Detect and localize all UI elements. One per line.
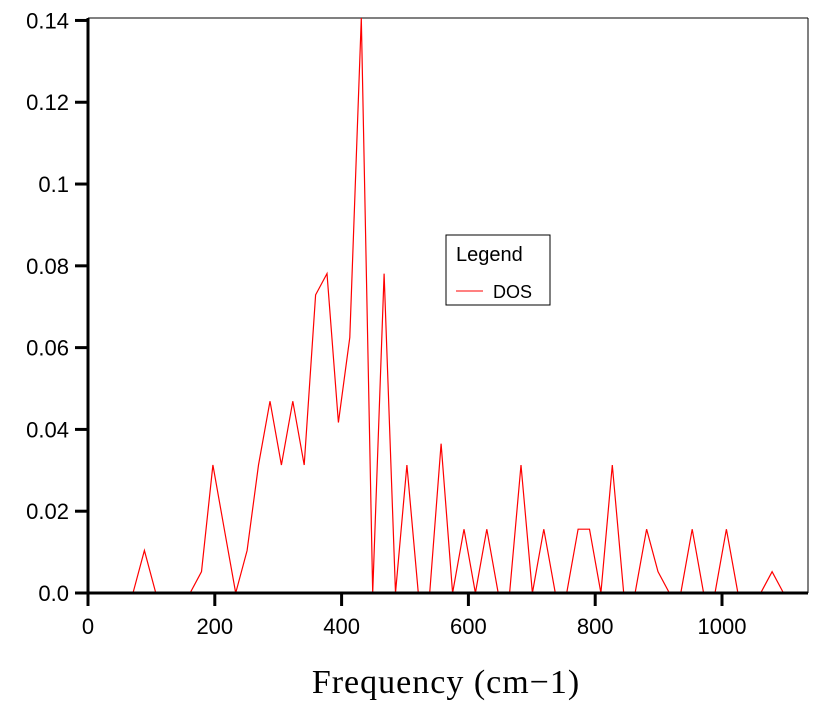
x-tick-label: 200 bbox=[196, 614, 233, 639]
legend: Legend DOS bbox=[445, 234, 551, 306]
y-tick-label: 0.14 bbox=[26, 8, 69, 33]
legend-box bbox=[445, 234, 551, 306]
series-layer bbox=[86, 17, 808, 595]
x-axis-label: Frequency (cm−1) bbox=[312, 664, 580, 701]
y-tick-label: 0.1 bbox=[38, 172, 69, 197]
legend-title: Legend bbox=[456, 244, 523, 266]
y-tick-label: 0.04 bbox=[26, 417, 69, 442]
y-tick-label: 0.12 bbox=[26, 90, 69, 115]
y-tick-label: 0.06 bbox=[26, 336, 69, 361]
x-tick-label: 600 bbox=[450, 614, 487, 639]
legend-label-dos: DOS bbox=[493, 282, 532, 302]
x-tick-label: 1000 bbox=[698, 614, 747, 639]
axes: 0.0 0.02 0.04 0.06 0.08 0.1 0.12 0.14 0 200 400 600… bbox=[26, 8, 809, 639]
x-tick-label: 800 bbox=[577, 614, 614, 639]
y-tick-label: 0.0 bbox=[38, 581, 69, 606]
y-tick-label: 0.08 bbox=[26, 254, 69, 279]
y-tick-label: 0.02 bbox=[26, 499, 69, 524]
x-tick-label: 0 bbox=[82, 614, 94, 639]
x-tick-label: 400 bbox=[323, 614, 360, 639]
